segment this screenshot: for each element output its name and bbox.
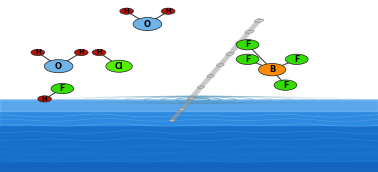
Text: B: B — [269, 65, 275, 74]
Ellipse shape — [207, 75, 212, 77]
Ellipse shape — [170, 120, 172, 121]
Ellipse shape — [256, 20, 259, 21]
Text: H: H — [96, 50, 102, 55]
Ellipse shape — [249, 31, 252, 33]
Ellipse shape — [218, 64, 221, 66]
Circle shape — [161, 8, 175, 14]
Circle shape — [274, 80, 297, 90]
Ellipse shape — [191, 98, 194, 99]
Ellipse shape — [188, 97, 192, 99]
Circle shape — [74, 49, 88, 56]
Text: F: F — [60, 84, 65, 93]
Circle shape — [38, 96, 51, 102]
Ellipse shape — [245, 30, 251, 33]
Ellipse shape — [226, 52, 232, 55]
Ellipse shape — [254, 19, 261, 22]
Ellipse shape — [171, 120, 175, 121]
Ellipse shape — [180, 109, 182, 110]
Text: F: F — [294, 55, 299, 64]
Ellipse shape — [235, 41, 241, 44]
Ellipse shape — [229, 53, 233, 55]
Circle shape — [259, 63, 286, 76]
Text: F: F — [245, 55, 250, 64]
Ellipse shape — [246, 31, 249, 33]
Ellipse shape — [220, 64, 223, 66]
Circle shape — [133, 18, 162, 31]
Ellipse shape — [169, 119, 173, 121]
Text: H: H — [124, 8, 129, 14]
Circle shape — [285, 54, 308, 64]
Ellipse shape — [198, 86, 202, 88]
Ellipse shape — [181, 109, 184, 110]
Text: Cl: Cl — [115, 62, 123, 71]
Ellipse shape — [180, 108, 184, 110]
Ellipse shape — [189, 98, 192, 99]
Text: H: H — [79, 50, 84, 55]
Ellipse shape — [190, 97, 195, 99]
Circle shape — [44, 60, 73, 73]
Ellipse shape — [228, 53, 234, 55]
Text: O: O — [144, 20, 151, 29]
Text: O: O — [55, 62, 62, 71]
Ellipse shape — [219, 64, 224, 66]
Ellipse shape — [239, 42, 243, 44]
Ellipse shape — [179, 108, 183, 110]
Circle shape — [31, 49, 45, 56]
Circle shape — [236, 54, 259, 64]
Ellipse shape — [200, 86, 204, 88]
Ellipse shape — [199, 86, 201, 88]
Text: F: F — [283, 81, 288, 90]
Ellipse shape — [210, 76, 213, 77]
Ellipse shape — [217, 64, 222, 66]
Ellipse shape — [209, 75, 214, 77]
Text: H: H — [42, 96, 47, 102]
Ellipse shape — [248, 30, 254, 33]
Ellipse shape — [201, 87, 203, 88]
Circle shape — [236, 40, 259, 50]
Circle shape — [51, 83, 74, 94]
Ellipse shape — [237, 42, 240, 44]
Text: F: F — [245, 40, 250, 49]
Text: H: H — [35, 50, 40, 55]
Ellipse shape — [227, 53, 230, 55]
Ellipse shape — [238, 41, 244, 44]
Ellipse shape — [172, 120, 174, 121]
Circle shape — [106, 60, 132, 72]
Circle shape — [120, 8, 133, 14]
Ellipse shape — [208, 75, 211, 77]
Ellipse shape — [257, 19, 263, 22]
Text: H: H — [166, 8, 171, 14]
Ellipse shape — [259, 20, 262, 22]
Circle shape — [92, 49, 106, 56]
